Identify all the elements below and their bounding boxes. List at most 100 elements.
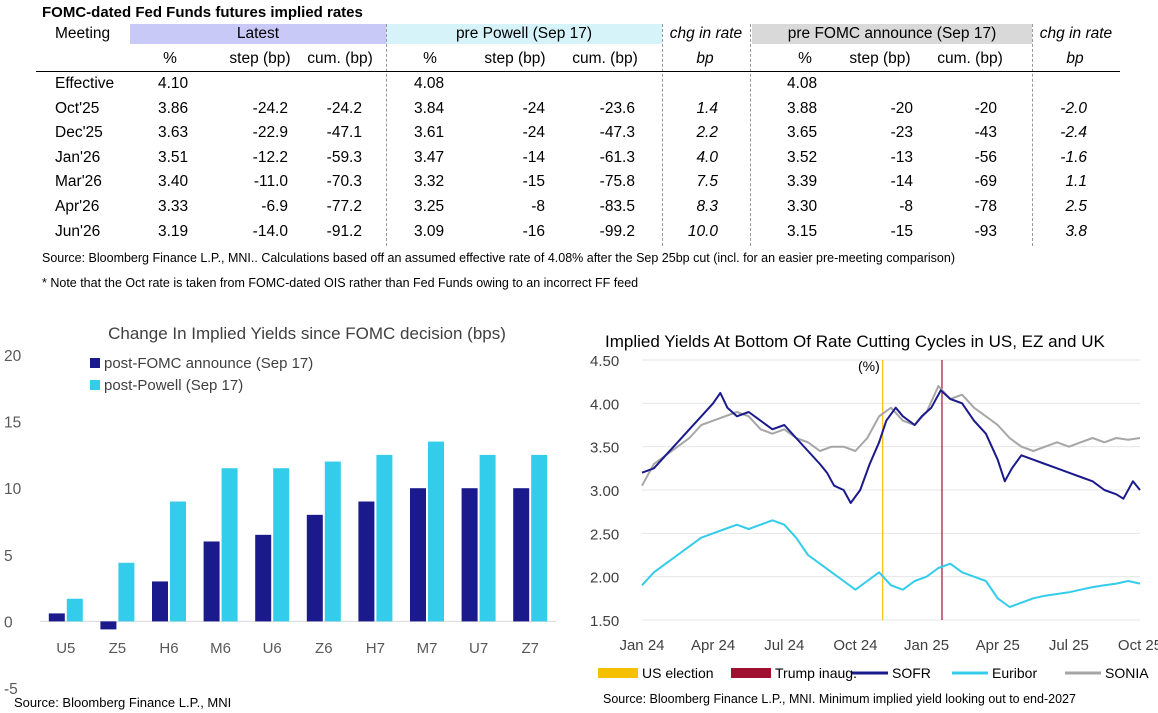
table-cell: 3.39 <box>787 173 818 191</box>
row-label: Mar'26 <box>55 173 102 191</box>
group-band <box>386 24 662 44</box>
table-cell: 4.10 <box>158 75 189 92</box>
table-cell: -16 <box>522 222 545 240</box>
legend-swatch <box>598 668 638 678</box>
subheader: % <box>798 50 812 67</box>
bar-post-fomc <box>461 488 478 622</box>
row-label: Apr'26 <box>55 198 100 215</box>
y-tick-label: -5 <box>4 681 18 698</box>
table-cell: -15 <box>890 222 913 240</box>
table-cell: -13 <box>890 148 913 166</box>
row-label: Effective <box>55 75 115 92</box>
group-header: Latest <box>236 25 280 42</box>
group-band <box>130 24 386 44</box>
table-cell: 1.1 <box>1065 173 1087 191</box>
legend-swatch <box>90 358 100 368</box>
legend-label: SONIA <box>1105 665 1149 681</box>
table-cell: 2.2 <box>696 124 718 142</box>
subheader: step (bp) <box>484 50 546 67</box>
x-tick-label: H7 <box>366 640 385 657</box>
bar-post-powell <box>324 461 341 622</box>
legend-label: Euribor <box>992 665 1037 681</box>
header-underline <box>36 71 1120 72</box>
table-cell: 3.51 <box>158 148 189 166</box>
table-cell: 3.30 <box>787 198 818 215</box>
table-cell: -78 <box>974 198 997 215</box>
subheader: cum. (bp) <box>937 50 1003 67</box>
table-cell: 3.40 <box>158 173 189 191</box>
table-cell: -91.2 <box>326 222 362 240</box>
table-cell: -8 <box>899 198 913 215</box>
bar-post-powell <box>479 454 496 622</box>
group-header: chg in rate <box>1039 25 1113 42</box>
table-cell: -24 <box>522 124 545 142</box>
table-cell: -20 <box>890 99 913 117</box>
bar-chart-source: Source: Bloomberg Finance L.P., MNI <box>14 695 231 710</box>
x-tick-label: Jan 25 <box>904 637 949 654</box>
subheader: cum. (bp) <box>307 50 373 67</box>
table-cell: 1.4 <box>696 99 718 117</box>
column-separator <box>386 24 387 246</box>
table-cell: -15 <box>522 173 545 191</box>
table-cell: 3.09 <box>414 222 445 240</box>
table-cell: 4.0 <box>696 148 718 166</box>
subheader: % <box>423 50 437 67</box>
table-cell: -43 <box>974 124 997 142</box>
table-cell: 3.19 <box>158 222 189 240</box>
bar-chart-title: Change In Implied Yields since FOMC deci… <box>108 324 506 343</box>
column-separator <box>1032 24 1033 246</box>
subheader: bp <box>1066 50 1084 67</box>
row-label: Jan'26 <box>55 148 101 166</box>
table-cell: -23.6 <box>599 99 635 117</box>
table-cell: 3.15 <box>787 222 818 240</box>
series-line-euribor <box>641 519 1141 608</box>
bar-post-fomc <box>410 488 426 622</box>
subheader: cum. (bp) <box>572 50 638 67</box>
subheader: step (bp) <box>849 50 911 67</box>
table-cell: 3.65 <box>787 124 818 142</box>
y-tick-label: 4.00 <box>590 396 619 413</box>
table-cell: 3.8 <box>1065 222 1087 240</box>
x-tick-label: Oct 25 <box>1118 637 1158 654</box>
table-cell: -12.2 <box>252 148 288 166</box>
table-cell: 4.08 <box>787 75 818 92</box>
table-cell: -93 <box>974 222 997 240</box>
table-cell: -69 <box>974 173 997 191</box>
legend-label: US election <box>642 665 714 681</box>
x-tick-label: U6 <box>263 640 282 657</box>
x-tick-label: Z6 <box>315 640 333 657</box>
x-tick-label: M7 <box>417 640 438 657</box>
legend-label: post-Powell (Sep 17) <box>104 377 243 394</box>
row-label: Jun'26 <box>55 222 101 240</box>
bar-post-fomc <box>203 541 220 622</box>
bar-post-powell <box>66 598 83 622</box>
subheader: bp <box>696 50 714 67</box>
y-tick-label: 4.50 <box>590 353 619 370</box>
table-cell: 7.5 <box>696 173 718 191</box>
x-tick-label: Jan 24 <box>619 637 664 654</box>
line-chart: Implied Yields At Bottom Of Rate Cutting… <box>590 332 1158 706</box>
line-chart-source: Source: Bloomberg Finance L.P., MNI. Min… <box>603 692 1076 706</box>
table-cell: -47.3 <box>599 124 635 142</box>
group-header: chg in rate <box>669 25 743 42</box>
legend-swatch <box>90 380 100 390</box>
table-cell: -83.5 <box>599 198 635 215</box>
table-cell: 3.88 <box>787 99 818 117</box>
series-line-sonia <box>641 385 1141 487</box>
legend-label: post-FOMC announce (Sep 17) <box>104 355 313 372</box>
legend-swatch <box>731 668 771 678</box>
group-header: pre Powell (Sep 17) <box>455 25 593 42</box>
x-tick-label: Apr 24 <box>691 637 735 654</box>
unit-label: (%) <box>858 358 880 374</box>
row-label: Dec'25 <box>55 124 103 142</box>
bar-post-fomc <box>255 534 272 622</box>
x-tick-label: Z7 <box>521 640 539 657</box>
table-cell: -56 <box>974 148 997 166</box>
table-cell: 3.25 <box>414 198 445 215</box>
table-cell: -47.1 <box>326 124 362 142</box>
table-cell: -24 <box>522 99 545 117</box>
x-tick-label: Jul 24 <box>764 637 804 654</box>
table-cell: -24.2 <box>326 99 362 117</box>
table-cell: 3.61 <box>414 124 445 142</box>
group-header: pre FOMC announce (Sep 17) <box>787 25 997 42</box>
